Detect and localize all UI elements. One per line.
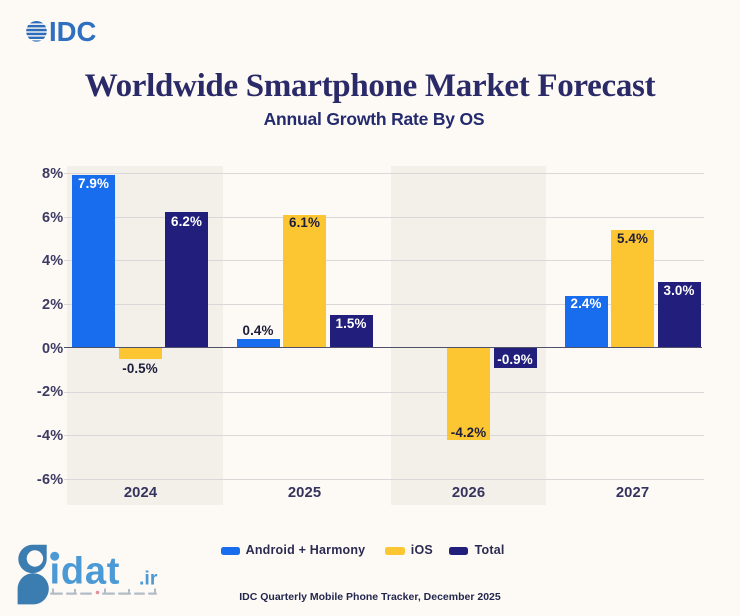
svg-text:ıdat: ıdat bbox=[50, 551, 121, 593]
svg-text:.ir: .ir bbox=[139, 568, 158, 590]
svg-text:IDC: IDC bbox=[49, 19, 97, 44]
